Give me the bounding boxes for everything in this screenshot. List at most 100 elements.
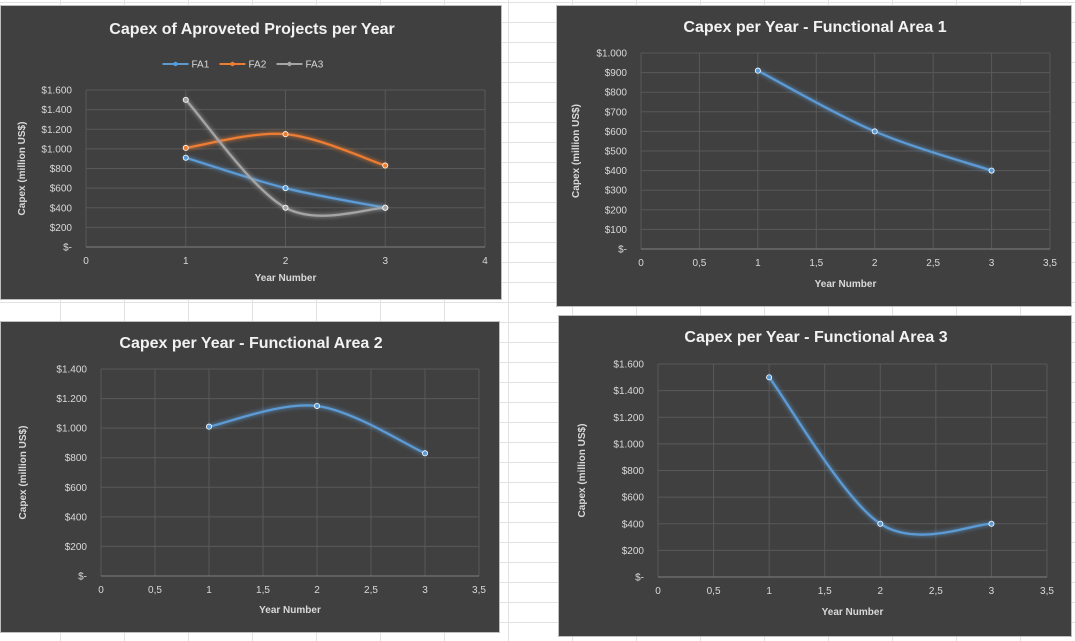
data-point-fa2[interactable] [182,144,189,151]
y-tick-label: $200 [605,205,628,216]
x-tick-label: 3 [989,586,995,597]
x-tick-label: 3,5 [472,585,486,596]
x-tick-label: 3,5 [1043,258,1057,269]
chart-capex-all-areas[interactable]: Capex of Aproveted Projects per Year 0 1 2 3… [0,5,502,300]
x-tick-label: 1 [755,258,761,269]
y-tick-label: $1.200 [56,394,87,405]
x-tick-label: 1 [766,586,772,597]
x-axis-title: Year Number [255,273,317,284]
data-point-fa2[interactable] [282,131,289,138]
x-tick-label: 2 [314,585,320,596]
x-tick-label: 0 [98,585,104,596]
x-tick-label: 2 [878,586,884,597]
data-point-fa3[interactable] [382,204,389,211]
data-point-fa3[interactable] [182,96,189,103]
y-tick-label: $400 [50,203,73,214]
y-tick-label: $1.200 [613,413,644,424]
x-tick-label: 0 [83,256,89,267]
data-point-fa3[interactable] [282,204,289,211]
x-tick-label: 2,5 [364,585,378,596]
data-point-series-1[interactable] [766,374,773,381]
data-point-series-1[interactable] [871,128,878,135]
x-tick-label: 0,5 [692,258,706,269]
x-tick-label: 2 [872,258,878,269]
data-point-series-1[interactable] [313,402,320,409]
chart-svg: Capex per Year - Functional Area 3 0 0,5 1 1… [577,329,1054,618]
x-tick-label: 3 [989,258,995,269]
chart-svg: Capex per Year - Functional Area 2 0 0,5 1 1… [18,335,486,616]
y-tick-label: $600 [65,483,88,494]
x-tick-label: 4 [482,256,488,267]
y-tick-label: $1.600 [41,86,72,97]
data-point-series-1[interactable] [877,520,884,527]
y-axis-title: Capex (million US$) [17,122,28,216]
y-tick-label: $1.400 [41,105,72,116]
x-tick-label: 3,5 [1040,586,1054,597]
x-tick-label: 1 [206,585,212,596]
chart-title: Capex of Aproveted Projects per Year [109,21,394,38]
x-tick-label: 1,5 [256,585,270,596]
y-tick-label: $1.000 [596,49,627,60]
x-tick-label: 2 [283,256,289,267]
y-tick-label: $1.400 [613,386,644,397]
y-tick-label: $200 [65,542,88,553]
x-tick-label: 1,5 [809,258,823,269]
y-tick-label: $1.000 [56,424,87,435]
data-point-fa2[interactable] [382,162,389,169]
x-tick-label: 3 [382,256,388,267]
chart-svg: Capex per Year - Functional Area 1 0 0,5 1 1… [571,19,1057,290]
x-tick-label: 3 [422,585,428,596]
data-point-series-1[interactable] [988,167,995,174]
y-tick-label: $1.000 [613,439,644,450]
y-tick-label: $600 [622,493,645,504]
data-point-series-1[interactable] [205,423,212,430]
y-tick-label: $- [78,572,87,583]
chart-title: Capex per Year - Functional Area 2 [119,335,382,352]
chart-capex-functional-area-3[interactable]: Capex per Year - Functional Area 3 0 0,5 1 1… [558,315,1072,637]
data-point-fa1[interactable] [182,154,189,161]
legend-marker-fa2 [230,61,235,67]
y-tick-label: $200 [622,546,645,557]
y-tick-label: $600 [605,127,628,138]
x-tick-label: 0,5 [148,585,162,596]
legend-marker-fa3 [287,61,292,67]
data-point-series-1[interactable] [754,67,761,74]
data-point-series-1[interactable] [988,520,995,527]
x-tick-label: 0 [638,258,644,269]
y-tick-label: $400 [65,512,88,523]
y-tick-label: $1.200 [41,125,72,136]
x-tick-label: 2,5 [929,586,943,597]
y-tick-label: $300 [605,186,628,197]
y-tick-label: $- [618,245,627,256]
chart-capex-functional-area-1[interactable]: Capex per Year - Functional Area 1 0 0,5 1 1… [556,5,1072,307]
chart-svg: Capex of Aproveted Projects per Year 0 1 2 3… [17,21,488,284]
data-point-series-1[interactable] [421,450,428,457]
y-tick-label: $1.600 [613,360,644,371]
y-tick-label: $900 [605,68,628,79]
y-tick-label: $500 [605,147,628,158]
chart-title: Capex per Year - Functional Area 3 [684,329,947,346]
y-tick-label: $800 [622,466,645,477]
y-tick-label: $800 [65,453,88,464]
y-tick-label: $- [635,573,644,584]
y-tick-label: $600 [50,184,73,195]
y-tick-label: $1.000 [41,144,72,155]
y-tick-label: $700 [605,107,628,118]
legend-label-fa1: FA1 [192,60,210,71]
x-tick-label: 1 [183,256,189,267]
y-tick-label: $200 [50,223,73,234]
x-axis-title: Year Number [259,605,321,616]
data-point-fa1[interactable] [282,185,289,192]
y-axis-title: Capex (million US$) [577,424,588,518]
x-tick-label: 1,5 [818,586,832,597]
x-tick-label: 0,5 [707,586,721,597]
x-axis-title: Year Number [815,279,877,290]
legend-label-fa3: FA3 [306,60,324,71]
chart-title: Capex per Year - Functional Area 1 [683,19,946,36]
y-axis-title: Capex (million US$) [18,426,29,520]
y-tick-label: $400 [622,519,645,530]
y-tick-label: $100 [605,225,628,236]
y-tick-label: $800 [605,88,628,99]
chart-capex-functional-area-2[interactable]: Capex per Year - Functional Area 2 0 0,5 1 1… [0,321,500,633]
y-tick-label: $800 [50,164,73,175]
